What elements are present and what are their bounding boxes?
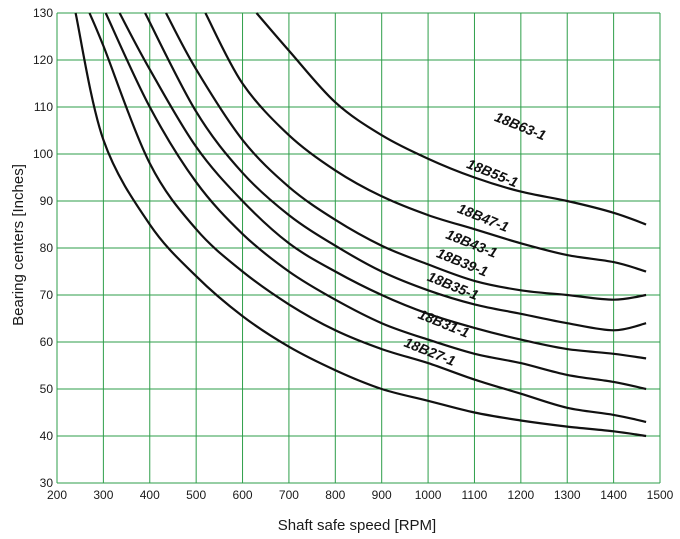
grid: [56, 12, 661, 484]
y-tick-label: 120: [33, 53, 53, 67]
y-tick-label: 50: [40, 382, 54, 396]
series-labels: 18B63-118B55-118B47-118B43-118B39-118B35…: [402, 108, 548, 369]
y-tick-label: 60: [40, 335, 54, 349]
y-tick-label: 40: [40, 429, 54, 443]
tick-labels: 200 300 400 500 600 700 800 900 1000 1100 1200 1300…: [33, 6, 674, 502]
series-line-18b39-1: [118, 12, 647, 360]
x-axis-label: Shaft safe speed [RPM]: [278, 517, 436, 534]
series-line-18b27-1: [74, 12, 647, 438]
series-line-18b35-1: [104, 12, 647, 391]
x-tick-label: 300: [93, 488, 113, 502]
x-tick-label: 700: [279, 488, 299, 502]
series-label-18b31-1: 18B31-1: [416, 306, 472, 341]
y-tick-label: 100: [33, 147, 53, 161]
x-tick-label: 1200: [507, 488, 534, 502]
x-tick-label: 800: [325, 488, 345, 502]
series-label-18b55-1: 18B55-1: [465, 155, 521, 190]
y-tick-label: 30: [40, 476, 54, 490]
x-tick-label: 1000: [415, 488, 442, 502]
series-line-18b63-1: [255, 12, 647, 226]
series-label-18b47-1: 18B47-1: [455, 200, 511, 235]
y-tick-label: 90: [40, 194, 54, 208]
y-tick-label: 80: [40, 241, 54, 255]
series-line-18b31-1: [88, 12, 647, 423]
x-tick-label: 1100: [462, 488, 488, 502]
x-tick-label: 200: [47, 488, 67, 502]
x-tick-label: 600: [233, 488, 253, 502]
series-line-18b47-1: [165, 12, 647, 301]
y-tick-label: 110: [34, 100, 53, 114]
series-line-18b43-1: [144, 12, 647, 332]
series-line-18b55-1: [204, 12, 647, 273]
x-tick-label: 900: [372, 488, 392, 502]
x-tick-label: 1500: [647, 488, 674, 502]
x-tick-label: 1300: [554, 488, 581, 502]
y-axis-label: Bearing centers [Inches]: [10, 164, 27, 326]
y-tick-label: 130: [33, 6, 53, 20]
x-tick-label: 400: [140, 488, 160, 502]
x-tick-label: 1400: [600, 488, 627, 502]
x-tick-label: 500: [186, 488, 206, 502]
y-tick-label: 70: [40, 288, 54, 302]
series-lines: [74, 12, 647, 438]
